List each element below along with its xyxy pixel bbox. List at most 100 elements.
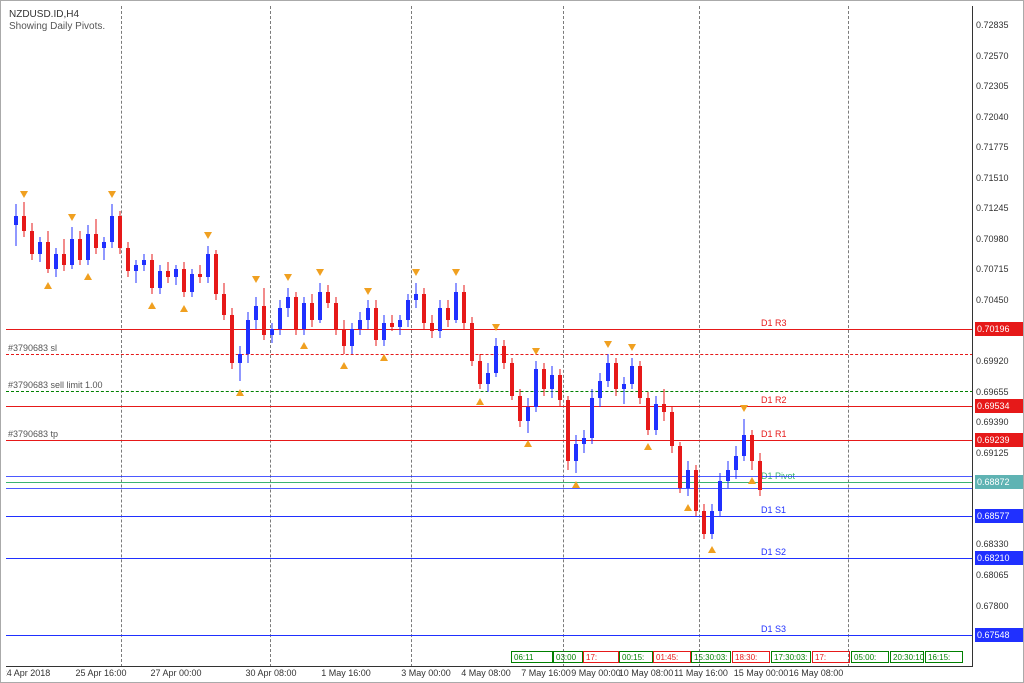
x-tick: 4 May 08:00 [461, 668, 511, 678]
chart-subtitle: Showing Daily Pivots. [9, 21, 105, 33]
fractal-up-icon [708, 546, 716, 553]
fractal-down-icon [316, 269, 324, 276]
time-box: 01:45: [653, 651, 691, 663]
y-tick: 0.72835 [976, 20, 1009, 30]
time-box: 06:11 [511, 651, 553, 663]
order-label: #3790683 sl [8, 343, 57, 354]
x-axis: 24 Apr 2018 25 Apr 16:00 27 Apr 00:00 30 Ap… [6, 666, 973, 682]
y-tick: 0.71510 [976, 173, 1009, 183]
order-label: #3790683 sell limit 1.00 [8, 380, 103, 391]
x-tick: 3 May 00:00 [401, 668, 451, 678]
price-tag: 0.68210 [975, 551, 1023, 565]
fractal-up-icon [44, 282, 52, 289]
order-line [6, 354, 973, 355]
x-tick: 16 May 08:00 [789, 668, 844, 678]
fractal-up-icon [684, 504, 692, 511]
price-tag: 0.68577 [975, 509, 1023, 523]
price-tag: 0.70196 [975, 322, 1023, 336]
x-tick: 30 Apr 08:00 [245, 668, 296, 678]
fractal-down-icon [604, 341, 612, 348]
fractal-up-icon [300, 342, 308, 349]
time-box: 18:30: [732, 651, 770, 663]
y-tick: 0.70980 [976, 234, 1009, 244]
pivot-line [6, 406, 973, 407]
x-tick: 25 Apr 16:00 [75, 668, 126, 678]
pivot-label: D1 R1 [761, 429, 789, 440]
time-box: 17:30:03: [771, 651, 811, 663]
fractal-down-icon [452, 269, 460, 276]
fractal-down-icon [204, 232, 212, 239]
grid-vline [411, 6, 412, 667]
time-box: 05:00: [851, 651, 889, 663]
grid-vline [699, 6, 700, 667]
y-tick: 0.69655 [976, 387, 1009, 397]
pivot-line [6, 516, 973, 517]
time-box: 16:15: [925, 651, 963, 663]
chart-container: NZDUSD.ID,H4 Showing Daily Pivots. 06:11… [0, 0, 1024, 683]
x-tick: 15 May 00:00 [734, 668, 789, 678]
chart-title-block: NZDUSD.ID,H4 Showing Daily Pivots. [9, 9, 105, 33]
order-line [6, 391, 973, 392]
grid-vline [848, 6, 849, 667]
grid-vline [563, 6, 564, 667]
pivot-line [6, 329, 973, 330]
x-tick: 24 Apr 2018 [6, 668, 50, 678]
pivot-line [6, 558, 973, 559]
fractal-up-icon [180, 305, 188, 312]
fractal-up-icon [380, 354, 388, 361]
fractal-up-icon [476, 398, 484, 405]
y-tick: 0.70450 [976, 295, 1009, 305]
y-tick: 0.69390 [976, 417, 1009, 427]
fractal-down-icon [364, 288, 372, 295]
x-tick: 1 May 16:00 [321, 668, 371, 678]
fractal-down-icon [412, 269, 420, 276]
fractal-up-icon [340, 362, 348, 369]
fractal-up-icon [644, 443, 652, 450]
price-tag: 0.69534 [975, 399, 1023, 413]
x-tick: 27 Apr 00:00 [150, 668, 201, 678]
y-axis: 0.728350.725700.723050.720400.717750.715… [972, 6, 1023, 667]
fractal-down-icon [20, 191, 28, 198]
x-tick: 11 May 16:00 [674, 668, 728, 678]
pivot-label: D1 S1 [761, 505, 788, 516]
y-tick: 0.68330 [976, 539, 1009, 549]
x-tick: 7 May 16:00 [521, 668, 571, 678]
fractal-up-icon [572, 481, 580, 488]
pivot-label: D1 S2 [761, 547, 788, 558]
pivot-band [6, 476, 973, 488]
pivot-line [6, 440, 973, 441]
time-box: 03:00 [553, 651, 583, 663]
pivot-label: D1 S3 [761, 624, 788, 635]
x-tick: 9 May 00:00 [571, 668, 621, 678]
plot-area[interactable]: 06:1103:00 17: 00:15:01:45:15:30:03:18:30:… [6, 6, 973, 667]
pivot-label: D1 R2 [761, 395, 789, 406]
price-tag: 0.69239 [975, 433, 1023, 447]
fractal-up-icon [148, 302, 156, 309]
fractal-down-icon [252, 276, 260, 283]
time-box: 00:15: [619, 651, 653, 663]
time-box-row: 06:1103:00 17: 00:15:01:45:15:30:03:18:30:… [6, 651, 973, 665]
time-box: 15:30:03: [691, 651, 731, 663]
price-tag: 0.68872 [975, 475, 1023, 489]
fractal-down-icon [628, 344, 636, 351]
pivot-label: D1 R3 [761, 318, 789, 329]
fractal-down-icon [68, 214, 76, 221]
y-tick: 0.69125 [976, 448, 1009, 458]
y-tick: 0.72570 [976, 51, 1009, 61]
fractal-down-icon [284, 274, 292, 281]
fractal-up-icon [84, 273, 92, 280]
y-tick: 0.72305 [976, 81, 1009, 91]
fractal-up-icon [524, 440, 532, 447]
fractal-down-icon [492, 324, 500, 331]
y-tick: 0.72040 [976, 112, 1009, 122]
chart-title: NZDUSD.ID,H4 [9, 9, 105, 21]
y-tick: 0.71245 [976, 203, 1009, 213]
order-label: #3790683 tp [8, 429, 58, 440]
fractal-down-icon [740, 405, 748, 412]
fractal-up-icon [748, 477, 756, 484]
time-box: 20:30:10 [890, 651, 924, 663]
y-tick: 0.69920 [976, 356, 1009, 366]
fractal-up-icon [236, 389, 244, 396]
time-box: 17: [812, 651, 850, 663]
fractal-down-icon [108, 191, 116, 198]
